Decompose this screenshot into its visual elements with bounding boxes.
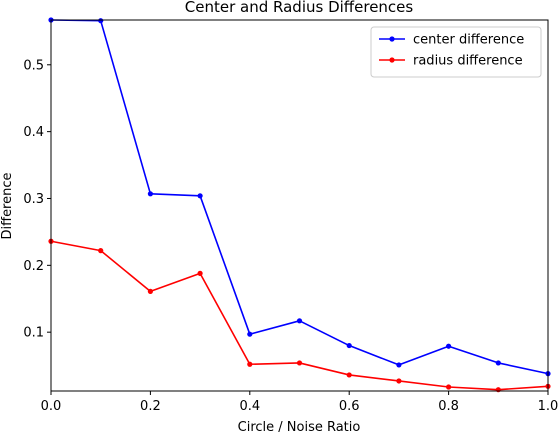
series-1-point <box>197 193 203 199</box>
chart-title: Center and Radius Differences <box>185 0 414 16</box>
legend-swatch-marker <box>389 57 395 63</box>
series-2-point <box>197 270 203 276</box>
legend-box <box>370 26 542 78</box>
x-tick-label: 0.2 <box>140 399 161 414</box>
series-2-point <box>98 248 104 254</box>
plot-area <box>48 17 551 393</box>
series-line-2 <box>50 240 549 391</box>
series-1-point <box>147 191 153 197</box>
y-tick-label: 0.5 <box>23 58 44 73</box>
x-tick-label: 0.4 <box>239 399 260 414</box>
legend: center difference radius difference <box>370 26 542 78</box>
series-1-point <box>446 343 452 349</box>
y-tick-label: 0.2 <box>23 259 44 274</box>
y-tick-label: 0.3 <box>23 192 44 207</box>
series-1-point <box>495 360 501 366</box>
legend-label: center difference <box>413 33 524 48</box>
series-2-point <box>147 288 153 294</box>
y-axis-label: Difference <box>0 172 15 239</box>
axes-frame <box>50 19 549 392</box>
x-axis-label: Circle / Noise Ratio <box>238 420 361 433</box>
legend-label: radius difference <box>413 54 523 69</box>
series-1-point <box>98 18 104 24</box>
series-2-point <box>296 360 303 366</box>
series-1-point <box>346 342 352 349</box>
series-1-point <box>296 318 303 324</box>
series-1-point <box>396 362 402 368</box>
x-axis: 0.0 0.2 0.4 0.6 0.8 1.0 <box>41 391 558 414</box>
x-tick-label: 1.0 <box>538 399 558 414</box>
series-1-point <box>247 331 253 337</box>
series-2-point <box>396 378 402 384</box>
y-axis: 0.1 0.2 0.3 0.4 0.5 <box>23 58 51 341</box>
y-tick-label: 0.1 <box>23 326 44 341</box>
series-2-point <box>346 372 352 378</box>
x-tick-label: 0.6 <box>339 399 360 414</box>
series-2-point <box>247 361 253 367</box>
legend-swatch-marker <box>389 36 395 42</box>
y-tick-label: 0.4 <box>23 125 44 140</box>
x-tick-label: 0.8 <box>438 399 459 414</box>
x-tick-label: 0.0 <box>41 399 62 414</box>
series-2-point <box>446 384 452 390</box>
